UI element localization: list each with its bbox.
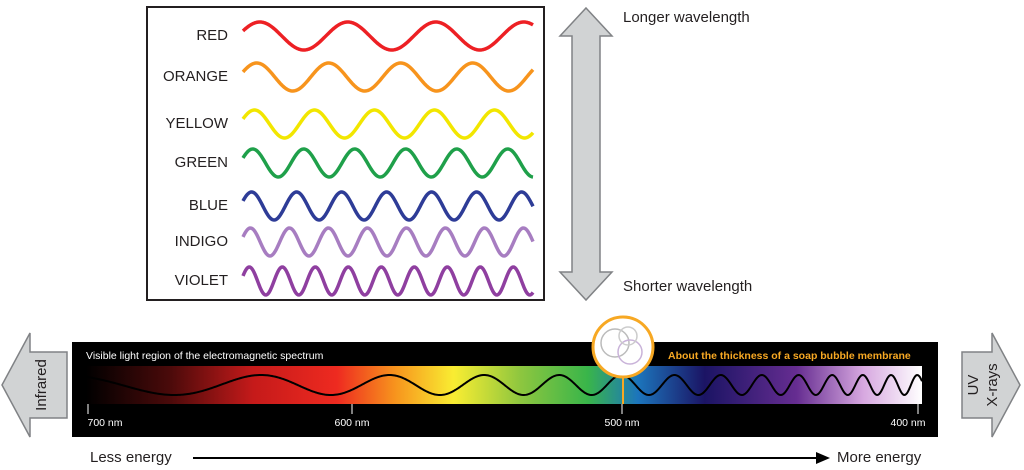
color-label: VIOLET xyxy=(175,272,228,289)
tick-label: 700 nm xyxy=(87,417,122,429)
wave-box xyxy=(146,6,545,301)
bubble-icon xyxy=(591,315,655,379)
bubble xyxy=(600,328,630,358)
infrared-label: Infrared xyxy=(33,359,50,411)
tick-label: 400 nm xyxy=(890,417,925,429)
energy-label: More energy xyxy=(837,449,922,466)
arrow-label: Shorter wavelength xyxy=(623,278,752,295)
energy-arrowhead xyxy=(816,452,830,464)
color-wave xyxy=(241,265,535,297)
spectrum-title: Visible light region of the electromagne… xyxy=(86,350,324,362)
tick-label: 500 nm xyxy=(604,417,639,429)
tick-label: 600 nm xyxy=(334,417,369,429)
color-wave xyxy=(241,108,535,140)
xray-label: X-rays xyxy=(984,363,1001,406)
color-label: GREEN xyxy=(175,154,228,171)
uv-arrow xyxy=(961,332,1021,438)
color-wave xyxy=(241,226,535,258)
color-label: RED xyxy=(196,27,228,44)
color-label: INDIGO xyxy=(175,233,228,250)
arrow-label: Longer wavelength xyxy=(623,9,750,26)
color-label: ORANGE xyxy=(163,68,228,85)
color-wave xyxy=(241,190,535,222)
bubble xyxy=(618,326,638,346)
wavelength-arrow xyxy=(558,6,614,302)
spectrum-annotation: About the thickness of a soap bubble mem… xyxy=(668,350,911,362)
color-wave xyxy=(241,147,534,179)
color-label: YELLOW xyxy=(165,115,228,132)
color-label: BLUE xyxy=(189,197,228,214)
color-wave xyxy=(241,20,534,52)
bubble xyxy=(617,339,643,365)
spectrum-wave xyxy=(85,373,923,397)
energy-label: Less energy xyxy=(90,449,172,466)
infrared-arrow xyxy=(1,332,68,438)
uv-label: UV xyxy=(965,375,982,396)
color-wave xyxy=(241,61,535,93)
